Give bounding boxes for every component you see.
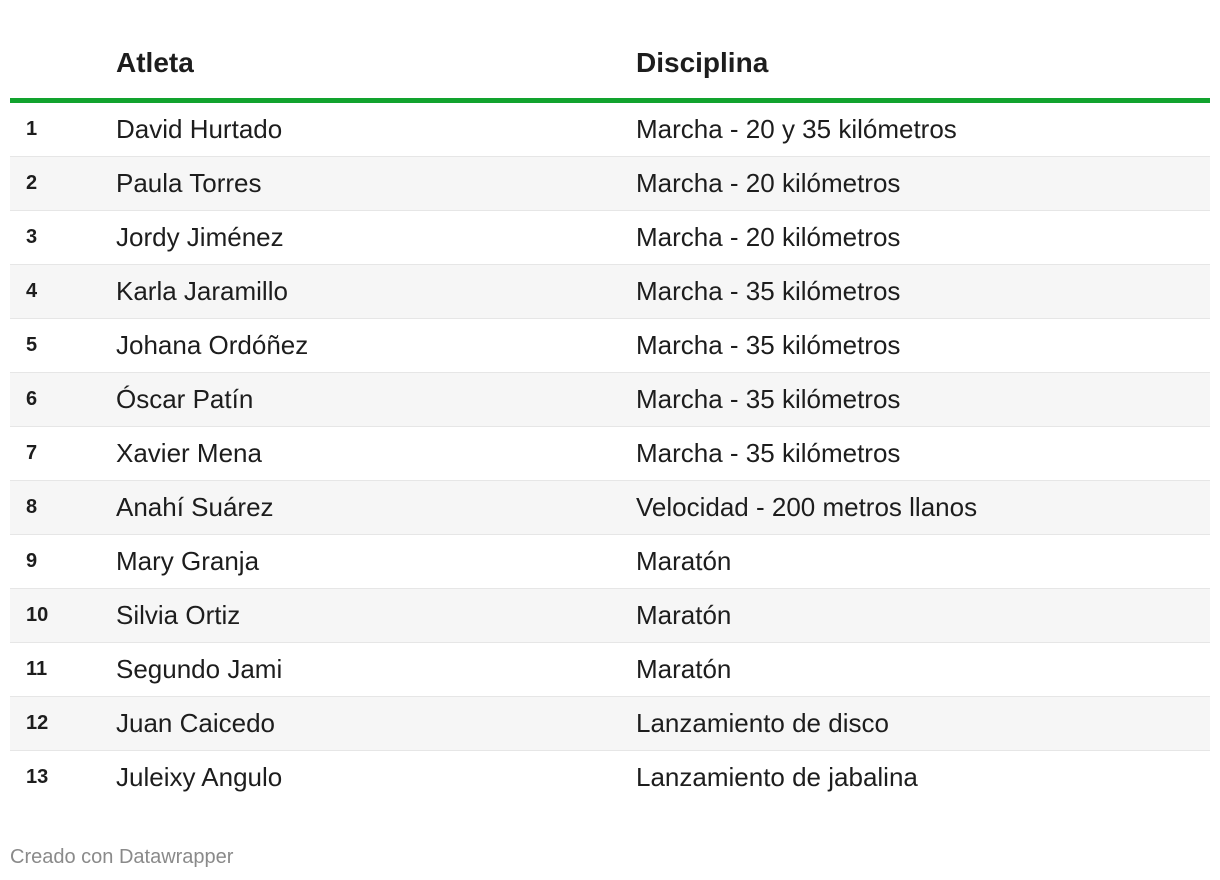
table-row: 2 Paula Torres Marcha - 20 kilómetros bbox=[10, 157, 1210, 211]
row-number: 6 bbox=[26, 388, 38, 410]
table-row: 8 Anahí Suárez Velocidad - 200 metros ll… bbox=[10, 481, 1210, 535]
athlete-name: Segundo Jami bbox=[116, 654, 283, 684]
table-row: 3 Jordy Jiménez Marcha - 20 kilómetros bbox=[10, 211, 1210, 265]
athlete-name: David Hurtado bbox=[116, 114, 283, 144]
table-header: Atleta Disciplina bbox=[10, 0, 1210, 103]
table-row: 13 Juleixy Angulo Lanzamiento de jabalin… bbox=[10, 751, 1210, 804]
athlete-discipline: Marcha - 35 kilómetros bbox=[636, 384, 901, 414]
athlete-discipline: Marcha - 20 kilómetros bbox=[636, 222, 901, 252]
athlete-discipline: Marcha - 35 kilómetros bbox=[636, 276, 901, 306]
row-number: 3 bbox=[26, 226, 38, 248]
footer-credit[interactable]: Creado con Datawrapper bbox=[10, 846, 234, 868]
row-number: 7 bbox=[26, 442, 38, 464]
athlete-name: Óscar Patín bbox=[116, 384, 254, 414]
athlete-discipline: Maratón bbox=[636, 654, 732, 684]
athlete-name: Karla Jaramillo bbox=[116, 276, 288, 306]
athlete-discipline: Lanzamiento de jabalina bbox=[636, 762, 918, 792]
header-discipline[interactable]: Disciplina bbox=[636, 47, 769, 78]
athlete-discipline: Marcha - 20 kilómetros bbox=[636, 168, 901, 198]
table-row: 4 Karla Jaramillo Marcha - 35 kilómetros bbox=[10, 265, 1210, 319]
athlete-discipline: Maratón bbox=[636, 600, 732, 630]
athlete-name: Juan Caicedo bbox=[116, 708, 275, 738]
table-row: 12 Juan Caicedo Lanzamiento de disco bbox=[10, 697, 1210, 751]
athlete-discipline: Lanzamiento de disco bbox=[636, 708, 889, 738]
table-row: 7 Xavier Mena Marcha - 35 kilómetros bbox=[10, 427, 1210, 481]
row-number: 4 bbox=[26, 280, 38, 302]
row-number: 1 bbox=[26, 118, 38, 140]
athlete-discipline: Marcha - 20 y 35 kilómetros bbox=[636, 114, 957, 144]
athlete-name: Anahí Suárez bbox=[116, 492, 274, 522]
athlete-discipline: Marcha - 35 kilómetros bbox=[636, 330, 901, 360]
athlete-name: Silvia Ortiz bbox=[116, 600, 241, 630]
row-number: 12 bbox=[26, 712, 49, 734]
table-row: 6 Óscar Patín Marcha - 35 kilómetros bbox=[10, 373, 1210, 427]
row-number: 5 bbox=[26, 334, 38, 356]
table-row: 11 Segundo Jami Maratón bbox=[10, 643, 1210, 697]
athlete-name: Juleixy Angulo bbox=[116, 762, 283, 792]
athlete-name: Jordy Jiménez bbox=[116, 222, 284, 252]
row-number: 9 bbox=[26, 550, 38, 572]
table-body: 1 David Hurtado Marcha - 20 y 35 kilómet… bbox=[10, 103, 1210, 804]
table-row: 5 Johana Ordóñez Marcha - 35 kilómetros bbox=[10, 319, 1210, 373]
row-number: 8 bbox=[26, 496, 38, 518]
athletes-table: Atleta Disciplina 1 David Hurtado Marcha… bbox=[10, 0, 1210, 804]
athlete-name: Johana Ordóñez bbox=[116, 330, 309, 360]
athlete-name: Mary Granja bbox=[116, 546, 260, 576]
table-row: 9 Mary Granja Maratón bbox=[10, 535, 1210, 589]
header-athlete[interactable]: Atleta bbox=[116, 47, 194, 78]
table-row: 1 David Hurtado Marcha - 20 y 35 kilómet… bbox=[10, 103, 1210, 157]
row-number: 2 bbox=[26, 172, 38, 194]
athlete-name: Paula Torres bbox=[116, 168, 262, 198]
row-number: 13 bbox=[26, 766, 49, 788]
athlete-discipline: Marcha - 35 kilómetros bbox=[636, 438, 901, 468]
athlete-discipline: Maratón bbox=[636, 546, 732, 576]
row-number: 10 bbox=[26, 604, 49, 626]
athlete-discipline: Velocidad - 200 metros llanos bbox=[636, 492, 978, 522]
table-row: 10 Silvia Ortiz Maratón bbox=[10, 589, 1210, 643]
row-number: 11 bbox=[26, 658, 48, 680]
athlete-name: Xavier Mena bbox=[116, 438, 262, 468]
